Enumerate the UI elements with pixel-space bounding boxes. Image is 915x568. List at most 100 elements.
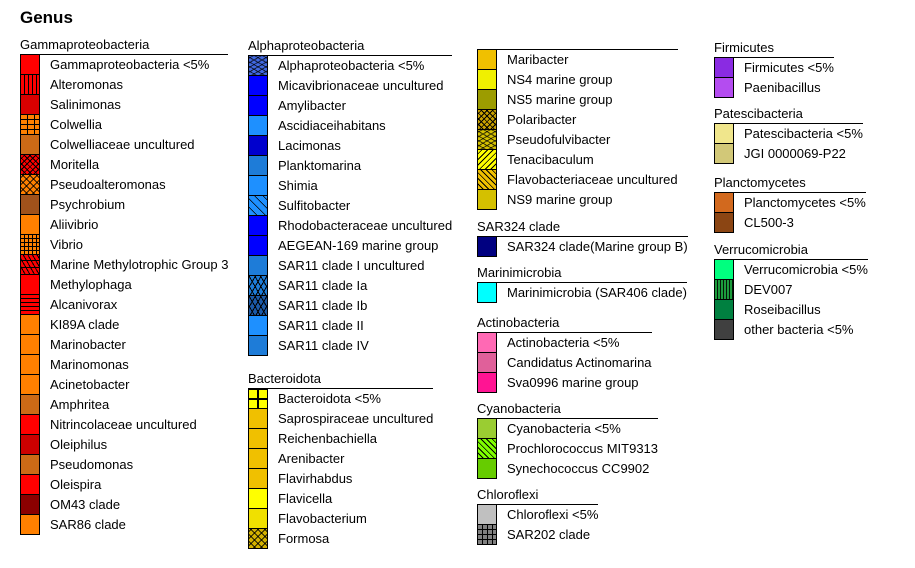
legend-label: OM43 clade (50, 497, 121, 512)
color-swatch (248, 236, 268, 256)
legend-item-nitrincolaceae-uncultured: Nitrincolaceae uncultured (20, 415, 228, 435)
legend-label: Oleispira (50, 477, 102, 492)
group-chloroflexi: Chloroflexi Chloroflexi <5% SAR202 clade (477, 487, 599, 545)
color-swatch (248, 509, 268, 529)
legend-label: Nitrincolaceae uncultured (50, 417, 197, 432)
legend-label: Bacteroidota <5% (278, 391, 381, 406)
legend-label: NS5 marine group (507, 92, 613, 107)
legend-label: SAR11 clade I uncultured (278, 258, 425, 273)
legend-label: SAR86 clade (50, 517, 126, 532)
color-swatch (477, 110, 497, 130)
color-swatch (714, 124, 734, 144)
color-swatch (248, 276, 268, 296)
legend-label: Pseudomonas (50, 457, 134, 472)
color-swatch (248, 156, 268, 176)
color-swatch (20, 435, 40, 455)
legend-item-sva0996-marine-group: Sva0996 marine group (477, 373, 652, 393)
legend-item-flavobacterium: Flavobacterium (248, 509, 433, 529)
group-title: Planctomycetes (714, 175, 806, 190)
legend-label: Vibrio (50, 237, 84, 252)
color-swatch (20, 55, 40, 75)
legend-list: Firmicutes <5% Paenibacillus (714, 57, 834, 98)
legend-label: Arenibacter (278, 451, 345, 466)
color-swatch (20, 215, 40, 235)
legend-item-sar202-clade: SAR202 clade (477, 525, 598, 545)
group-verrucomicrobia: Verrucomicrobia Verrucomicrobia <5% DEV007… (714, 242, 868, 340)
legend-item-alphaproteobacteria-5: Alphaproteobacteria <5% (248, 56, 452, 76)
legend-item-flavicella: Flavicella (248, 489, 433, 509)
legend-item-flavirhabdus: Flavirhabdus (248, 469, 433, 489)
color-swatch (20, 335, 40, 355)
legend-label: Sva0996 marine group (507, 375, 639, 390)
group-planctomycetes: Planctomycetes Planctomycetes <5% CL500-3 (714, 175, 866, 233)
legend-label: NS9 marine group (507, 192, 613, 207)
color-swatch (248, 136, 268, 156)
legend-label: Oleiphilus (50, 437, 108, 452)
legend-label: Cyanobacteria <5% (507, 421, 621, 436)
legend-item-amylibacter: Amylibacter (248, 96, 452, 116)
legend-item-marinomonas: Marinomonas (20, 355, 228, 375)
color-swatch (714, 280, 734, 300)
group-marinimicrobia: Marinimicrobia Marinimicrobia (SAR406 cla… (477, 265, 687, 303)
legend-list: Planctomycetes <5% CL500-3 (714, 192, 866, 233)
color-swatch (477, 170, 497, 190)
legend-label: Planctomycetes <5% (744, 195, 866, 210)
color-swatch (20, 375, 40, 395)
color-swatch (20, 255, 40, 275)
legend-label: SAR11 clade Ib (278, 298, 368, 313)
legend-item-maribacter: Maribacter (477, 50, 678, 70)
legend-label: NS4 marine group (507, 72, 613, 87)
legend-item-marinimicrobia-sar406-clade: Marinimicrobia (SAR406 clade) (477, 283, 687, 303)
group-patescibacteria: Patescibacteria Patescibacteria <5% JGI 00… (714, 106, 863, 164)
legend-item-sar86-clade: SAR86 clade (20, 515, 228, 535)
legend-label: other bacteria <5% (744, 322, 854, 337)
color-swatch (20, 155, 40, 175)
legend-label: Psychrobium (50, 197, 126, 212)
color-swatch (714, 260, 734, 280)
legend-label: Lacimonas (278, 138, 341, 153)
color-swatch (714, 58, 734, 78)
color-swatch (248, 196, 268, 216)
legend-label: Chloroflexi <5% (507, 507, 599, 522)
legend-label: SAR202 clade (507, 527, 591, 542)
legend-item-pseudomonas: Pseudomonas (20, 455, 228, 475)
color-swatch (477, 439, 497, 459)
legend-item-moritella: Moritella (20, 155, 228, 175)
legend-item-actinobacteria-5: Actinobacteria <5% (477, 333, 652, 353)
legend-list: Cyanobacteria <5% Prochlorococcus MIT9313… (477, 418, 659, 479)
legend-label: Roseibacillus (744, 302, 821, 317)
color-swatch (714, 300, 734, 320)
group-title: Cyanobacteria (477, 401, 561, 416)
color-swatch (20, 115, 40, 135)
group-bacteroidota-continued: Maribacter NS4 marine group NS5 marine gro… (477, 49, 678, 210)
color-swatch (20, 515, 40, 535)
color-swatch (714, 320, 734, 340)
legend-label: CL500-3 (744, 215, 794, 230)
legend-item-arenibacter: Arenibacter (248, 449, 433, 469)
color-swatch (20, 175, 40, 195)
legend-list: Chloroflexi <5% SAR202 clade (477, 504, 599, 545)
legend-list: Marinimicrobia (SAR406 clade) (477, 282, 687, 303)
legend-item-roseibacillus: Roseibacillus (714, 300, 868, 320)
color-swatch (477, 525, 497, 545)
legend-item-saprospiraceae-uncultured: Saprospiraceae uncultured (248, 409, 433, 429)
legend-item-flavobacteriaceae-uncultured: Flavobacteriaceae uncultured (477, 170, 678, 190)
legend-item-dev007: DEV007 (714, 280, 868, 300)
group-title: Firmicutes (714, 40, 774, 55)
group-actinobacteria: Actinobacteria Actinobacteria <5% Candidat… (477, 315, 652, 393)
group-title: Alphaproteobacteria (248, 38, 365, 53)
legend-label: SAR324 clade(Marine group B) (507, 239, 688, 254)
legend-item-marine-methylotrophic-group-3: Marine Methylotrophic Group 3 (20, 255, 228, 275)
color-swatch (248, 76, 268, 96)
legend-item-oleispira: Oleispira (20, 475, 228, 495)
legend-item-polaribacter: Polaribacter (477, 110, 678, 130)
legend-item-firmicutes-5: Firmicutes <5% (714, 58, 834, 78)
legend-item-ns4-marine-group: NS4 marine group (477, 70, 678, 90)
legend-item-pseudofulvibacter: Pseudofulvibacter (477, 130, 678, 150)
legend-item-planctomycetes-5: Planctomycetes <5% (714, 193, 866, 213)
color-swatch (248, 336, 268, 356)
legend-item-aliivibrio: Aliivibrio (20, 215, 228, 235)
color-swatch (477, 130, 497, 150)
color-swatch (477, 237, 497, 257)
group-firmicutes: Firmicutes Firmicutes <5% Paenibacillus (714, 40, 834, 98)
